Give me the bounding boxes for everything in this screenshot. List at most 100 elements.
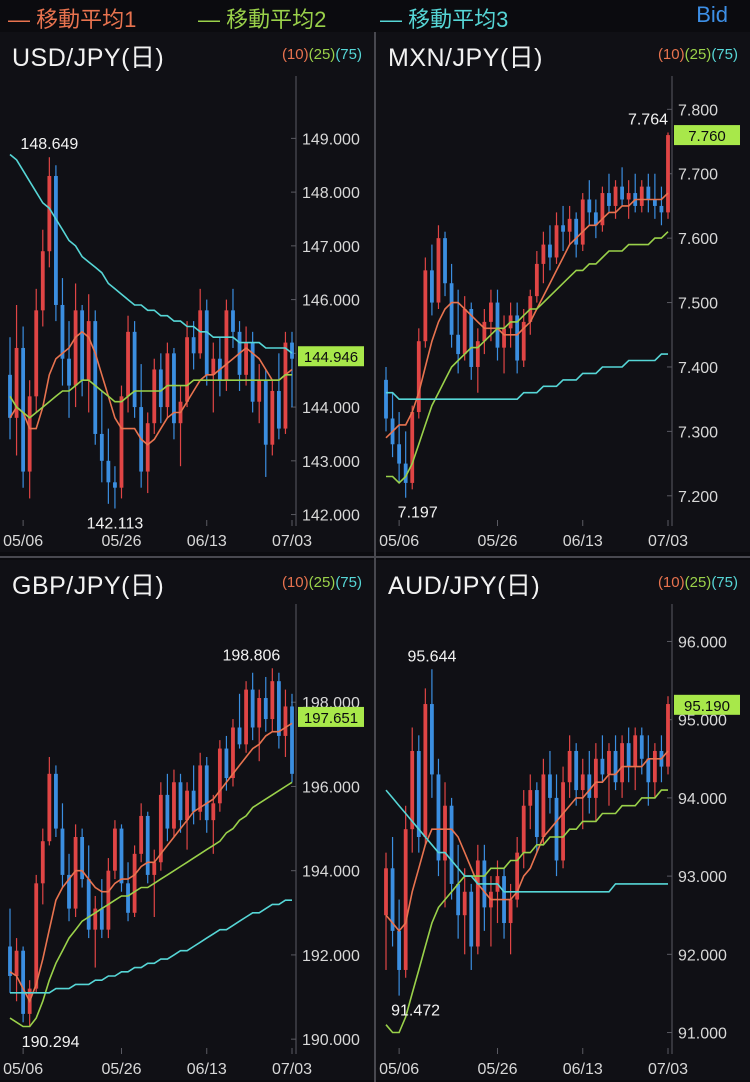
moving-average-1-line bbox=[9, 722, 293, 1004]
candle-body bbox=[390, 868, 395, 931]
current-price-badge bbox=[298, 346, 364, 367]
candle-body bbox=[47, 773, 52, 842]
candle-body bbox=[126, 331, 130, 397]
candle-body bbox=[270, 681, 275, 720]
price-annotation: 91.472 bbox=[391, 1003, 440, 1020]
candle-body bbox=[198, 765, 203, 812]
x-tick-label: 05/26 bbox=[101, 1061, 141, 1078]
y-tick-label: 7.300 bbox=[678, 424, 718, 441]
candle-body bbox=[283, 706, 288, 736]
candle-body bbox=[113, 482, 117, 488]
candle-body bbox=[244, 689, 248, 745]
candle-body bbox=[60, 828, 65, 875]
candle-body bbox=[443, 238, 447, 284]
ma-period-2: (25) bbox=[684, 574, 712, 591]
candle-body bbox=[99, 433, 104, 461]
candle-body bbox=[620, 743, 624, 783]
candle-body bbox=[475, 860, 480, 947]
moving-average-3-line bbox=[385, 789, 668, 893]
candle-body bbox=[80, 837, 85, 880]
candle-body bbox=[257, 380, 262, 402]
candle-body bbox=[416, 750, 421, 837]
y-tick-label: 149.000 bbox=[302, 131, 360, 148]
candle-body bbox=[27, 396, 32, 472]
candle-body bbox=[666, 704, 670, 767]
moving-average-1-line bbox=[385, 192, 669, 439]
chart-panel-mxnjpy[interactable]: MXN/JPY(日) (10)(25)(75) 7.200 7.300 7.400 7… bbox=[376, 32, 750, 552]
candle-body bbox=[613, 186, 618, 206]
moving-average-3-line bbox=[9, 153, 293, 354]
x-tick-label: 07/03 bbox=[272, 533, 312, 550]
candle-body bbox=[152, 369, 157, 424]
candle-body bbox=[139, 815, 144, 854]
y-tick-label: 194.000 bbox=[302, 864, 360, 881]
candle-body bbox=[607, 750, 611, 775]
chart-svg: 91.000 92.000 93.000 94.000 95.000 96.000 05/0… bbox=[379, 604, 740, 1078]
candle-body bbox=[462, 891, 467, 916]
candle-body bbox=[600, 758, 605, 775]
price-annotation: 95.644 bbox=[407, 648, 456, 665]
candle-body bbox=[178, 782, 183, 821]
candle-body bbox=[430, 270, 434, 303]
moving-average-2-line bbox=[385, 789, 668, 1034]
candle-body bbox=[587, 199, 592, 213]
candle-body bbox=[456, 334, 461, 355]
candle-body bbox=[276, 681, 281, 736]
y-tick-label: 7.500 bbox=[678, 296, 718, 313]
candle-body bbox=[40, 841, 45, 884]
candle-body bbox=[489, 302, 493, 322]
moving-average-1-line bbox=[385, 750, 669, 933]
candle-body bbox=[580, 199, 585, 245]
candle-body bbox=[152, 862, 157, 875]
x-tick-label: 05/06 bbox=[3, 1061, 43, 1078]
candle-body bbox=[561, 225, 565, 232]
candle-body bbox=[21, 950, 26, 1014]
candle-body bbox=[165, 794, 170, 829]
y-tick-label: 142.000 bbox=[302, 508, 360, 525]
candle-body bbox=[646, 186, 651, 200]
candle-body bbox=[541, 244, 546, 264]
ma-periods: (10)(25)(75) bbox=[658, 46, 738, 63]
ma-period-1: (10) bbox=[281, 574, 309, 591]
candle-body bbox=[67, 358, 71, 386]
candle-body bbox=[14, 950, 19, 976]
candle-body bbox=[237, 727, 242, 745]
chart-panel-gbpjpy[interactable]: GBP/JPY(日) (10)(25)(75) 190.000 192.000 19… bbox=[0, 560, 374, 1080]
candle-body bbox=[456, 883, 461, 916]
ma-period-3: (75) bbox=[335, 574, 362, 591]
y-tick-label: 190.000 bbox=[302, 1032, 360, 1049]
legend-ma2: — 移動平均2 bbox=[198, 7, 327, 32]
candle-body bbox=[652, 199, 657, 206]
x-tick-label: 05/06 bbox=[379, 1061, 419, 1078]
candle-body bbox=[443, 805, 447, 861]
price-annotation: 198.806 bbox=[222, 647, 280, 664]
candle-body bbox=[436, 774, 441, 861]
candle-body bbox=[574, 218, 579, 245]
x-tick-label: 05/26 bbox=[477, 533, 517, 550]
y-tick-label: 7.700 bbox=[678, 167, 718, 184]
y-tick-label: 7.200 bbox=[678, 489, 718, 506]
candle-body bbox=[80, 310, 85, 381]
chart-panel-audjpy[interactable]: AUD/JPY(日) (10)(25)(75) 91.000 92.000 93.0… bbox=[376, 560, 750, 1080]
x-tick-label: 05/06 bbox=[3, 533, 43, 550]
candle-body bbox=[14, 347, 19, 418]
candle-body bbox=[639, 186, 644, 206]
candle-body bbox=[224, 310, 229, 381]
candle-body bbox=[21, 347, 26, 472]
x-tick-label: 05/06 bbox=[379, 533, 419, 550]
candle-body bbox=[119, 396, 124, 488]
chart-panel-usdjpy[interactable]: USD/JPY(日) (10)(25)(75) 142.000 143.000 14… bbox=[0, 32, 374, 552]
bid-label[interactable]: Bid bbox=[696, 2, 728, 27]
candle-body bbox=[548, 774, 552, 798]
y-tick-label: 143.000 bbox=[302, 454, 360, 471]
current-price-badge bbox=[674, 694, 740, 715]
candle-body bbox=[423, 704, 428, 837]
candle-body bbox=[172, 782, 176, 829]
candle-body bbox=[515, 315, 520, 361]
candle-body bbox=[534, 790, 539, 837]
x-tick-label: 06/13 bbox=[187, 533, 227, 550]
y-tick-label: 91.000 bbox=[678, 1026, 727, 1043]
candle-body bbox=[263, 380, 268, 445]
ma-period-2: (25) bbox=[684, 46, 712, 63]
candle-body bbox=[436, 238, 441, 303]
